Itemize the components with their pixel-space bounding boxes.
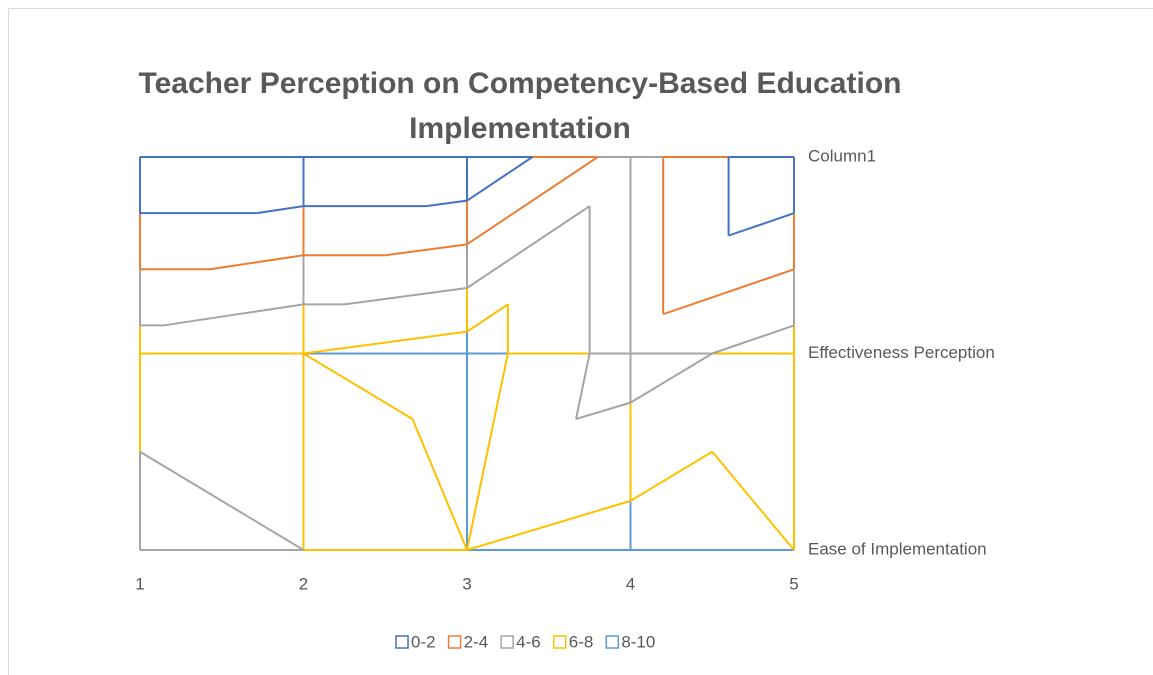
contour-line [209, 254, 304, 271]
legend-label: 2-4 [464, 632, 489, 651]
plot-area [139, 156, 795, 551]
contour-line [662, 268, 795, 316]
legend-label: 4-6 [516, 632, 541, 651]
contour-line [711, 451, 795, 551]
contour-line [385, 243, 468, 257]
labels: 1 2 3 4 5 Ease of Implementation Effectiveness… [135, 146, 995, 651]
contour-line [466, 303, 509, 333]
contour-line [466, 205, 591, 289]
contour-line [425, 199, 468, 208]
contour-line [728, 212, 795, 237]
contour-line [575, 401, 631, 420]
title-line: Implementation [409, 112, 631, 145]
contour-line [466, 156, 533, 202]
series-label: Column1 [808, 146, 876, 165]
legend-label: 8-10 [621, 632, 655, 651]
series-label: Effectiveness Perception [808, 343, 995, 362]
legend-swatch [605, 635, 620, 649]
contour-line [256, 205, 304, 215]
contour-line [629, 450, 713, 502]
contour-line [466, 499, 631, 551]
contour-line [163, 303, 304, 327]
x-tick-label: 4 [626, 574, 635, 593]
contour-line [139, 450, 196, 486]
contour-line [411, 418, 468, 551]
chart-frame [8, 8, 1153, 675]
legend-swatch [395, 635, 409, 649]
contour-line [575, 353, 591, 420]
contour-line [711, 324, 795, 355]
legend-label: 0-2 [411, 632, 436, 651]
x-tick-label: 2 [299, 574, 308, 593]
contour-line [466, 156, 599, 246]
chart-title: Teacher Perception on Competency-Based E… [139, 67, 902, 145]
contour-line [193, 483, 305, 551]
x-tick-label: 3 [462, 574, 471, 593]
legend-label: 6-8 [569, 632, 594, 651]
x-tick-label: 5 [789, 574, 798, 593]
x-tick-label: 1 [135, 574, 144, 593]
legend-swatch [447, 635, 462, 649]
chart-title-group: Teacher Perception on Competency-Based E… [139, 67, 902, 145]
contour-line [629, 352, 713, 404]
legend-swatch [500, 635, 514, 649]
contour-line [466, 353, 509, 551]
legend-swatch [552, 635, 567, 649]
title-line: Teacher Perception on Competency-Based E… [139, 67, 902, 100]
contour-line [302, 352, 414, 420]
contour-line [344, 287, 468, 306]
series-label: Ease of Implementation [808, 539, 987, 558]
contour-line [303, 330, 468, 355]
